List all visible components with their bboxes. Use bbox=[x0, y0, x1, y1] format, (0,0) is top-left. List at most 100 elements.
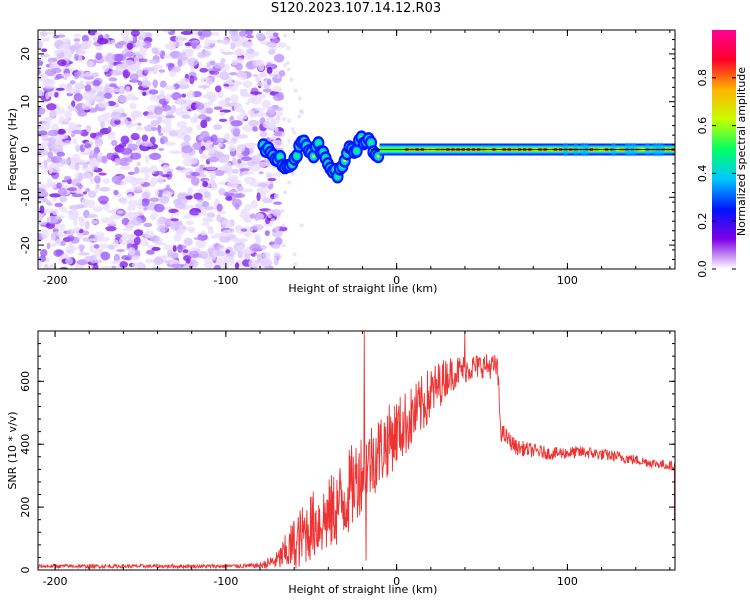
noise-blob bbox=[135, 41, 146, 47]
noise-blob bbox=[249, 243, 261, 252]
noise-blob bbox=[259, 112, 268, 118]
noise-blob bbox=[126, 42, 133, 50]
noise-blob bbox=[293, 88, 298, 93]
noise-blob bbox=[271, 38, 280, 43]
noise-blob bbox=[200, 77, 206, 83]
noise-blob bbox=[173, 233, 182, 242]
noise-blob bbox=[134, 166, 140, 174]
noise-blob bbox=[49, 193, 62, 198]
noise-blob bbox=[183, 134, 191, 143]
noise-blob bbox=[279, 230, 284, 235]
noise-blob bbox=[176, 196, 189, 205]
noise-blob bbox=[40, 249, 48, 257]
noise-blob bbox=[256, 192, 261, 202]
noise-blob bbox=[197, 85, 210, 89]
noise-blob bbox=[270, 243, 281, 249]
noise-blob bbox=[157, 124, 162, 134]
noise-blob bbox=[237, 145, 246, 152]
noise-blob bbox=[241, 170, 254, 175]
snr-series bbox=[38, 331, 675, 570]
noise-blob bbox=[169, 94, 180, 98]
noise-blob bbox=[73, 217, 78, 227]
noise-blob bbox=[162, 105, 172, 112]
noise-blob bbox=[259, 191, 267, 200]
noise-blob bbox=[150, 94, 156, 102]
noise-blob bbox=[232, 156, 237, 166]
noise-blob bbox=[240, 247, 246, 254]
noise-blob bbox=[231, 168, 240, 174]
noise-blob bbox=[209, 39, 217, 45]
noise-blob bbox=[110, 69, 122, 76]
noise-blob bbox=[84, 143, 92, 149]
noise-blob bbox=[73, 33, 81, 38]
noise-blob bbox=[38, 212, 44, 217]
noise-blob bbox=[137, 122, 142, 126]
noise-blob bbox=[61, 73, 74, 78]
noise-blob bbox=[194, 102, 205, 110]
figure-title: S120.2023.107.14.12.R03 bbox=[270, 1, 442, 16]
noise-blob bbox=[84, 71, 92, 77]
noise-blob bbox=[189, 250, 200, 259]
noise-blob bbox=[161, 118, 172, 125]
noise-blob bbox=[200, 201, 210, 208]
noise-blob bbox=[80, 40, 92, 50]
noise-blob bbox=[290, 127, 295, 132]
noise-blob bbox=[85, 125, 92, 133]
noise-blob bbox=[144, 258, 155, 264]
noise-blob bbox=[271, 86, 283, 93]
noise-blob bbox=[74, 71, 79, 80]
noise-blob bbox=[181, 114, 191, 119]
noise-blob bbox=[66, 234, 75, 242]
noise-blob bbox=[252, 59, 265, 66]
noise-blob bbox=[180, 30, 193, 36]
noise-blob bbox=[38, 261, 43, 269]
noise-blob bbox=[78, 184, 84, 189]
noise-blob bbox=[54, 91, 59, 98]
noise-blob bbox=[78, 50, 86, 55]
x-axis-label: Height of straight line (km) bbox=[288, 583, 437, 596]
noise-blob bbox=[280, 209, 285, 214]
noise-blob bbox=[227, 140, 237, 145]
noise-blob bbox=[174, 129, 182, 133]
noise-blob bbox=[229, 40, 237, 50]
noise-blob bbox=[218, 118, 228, 123]
noise-blob bbox=[143, 207, 148, 211]
noise-blob bbox=[47, 129, 59, 137]
noise-blob bbox=[110, 260, 119, 265]
noise-blob bbox=[189, 210, 199, 216]
noise-blob bbox=[291, 171, 296, 176]
noise-blob bbox=[52, 197, 58, 203]
noise-blob bbox=[129, 152, 142, 160]
noise-blob bbox=[245, 246, 251, 254]
noise-blob bbox=[61, 38, 71, 43]
noise-blob bbox=[38, 221, 49, 226]
noise-blob bbox=[276, 116, 281, 121]
noise-blob bbox=[79, 219, 86, 228]
noise-blob bbox=[297, 114, 302, 119]
noise-blob bbox=[224, 97, 231, 102]
noise-blob bbox=[191, 172, 200, 177]
noise-blob bbox=[104, 83, 110, 93]
noise-blob bbox=[100, 251, 111, 261]
noise-blob bbox=[228, 145, 237, 152]
noise-blob bbox=[163, 54, 172, 59]
noise-blob bbox=[144, 124, 154, 132]
noise-blob bbox=[150, 177, 158, 186]
noise-blob bbox=[61, 179, 68, 183]
noise-blob bbox=[180, 51, 187, 57]
track-blob bbox=[316, 140, 321, 146]
noise-blob bbox=[197, 114, 207, 120]
noise-blob bbox=[47, 151, 54, 159]
noise-blob bbox=[80, 159, 86, 163]
noise-blob bbox=[64, 118, 70, 124]
noise-blob bbox=[179, 193, 191, 197]
noise-blob bbox=[54, 226, 60, 230]
noise-blob bbox=[267, 214, 272, 219]
noise-blob bbox=[249, 109, 255, 119]
x-tick-label: -200 bbox=[43, 274, 68, 287]
noise-blob bbox=[144, 173, 150, 182]
noise-blob bbox=[38, 130, 48, 136]
noise-blob bbox=[129, 102, 137, 110]
noise-blob bbox=[92, 79, 101, 87]
noise-blob bbox=[292, 252, 297, 257]
